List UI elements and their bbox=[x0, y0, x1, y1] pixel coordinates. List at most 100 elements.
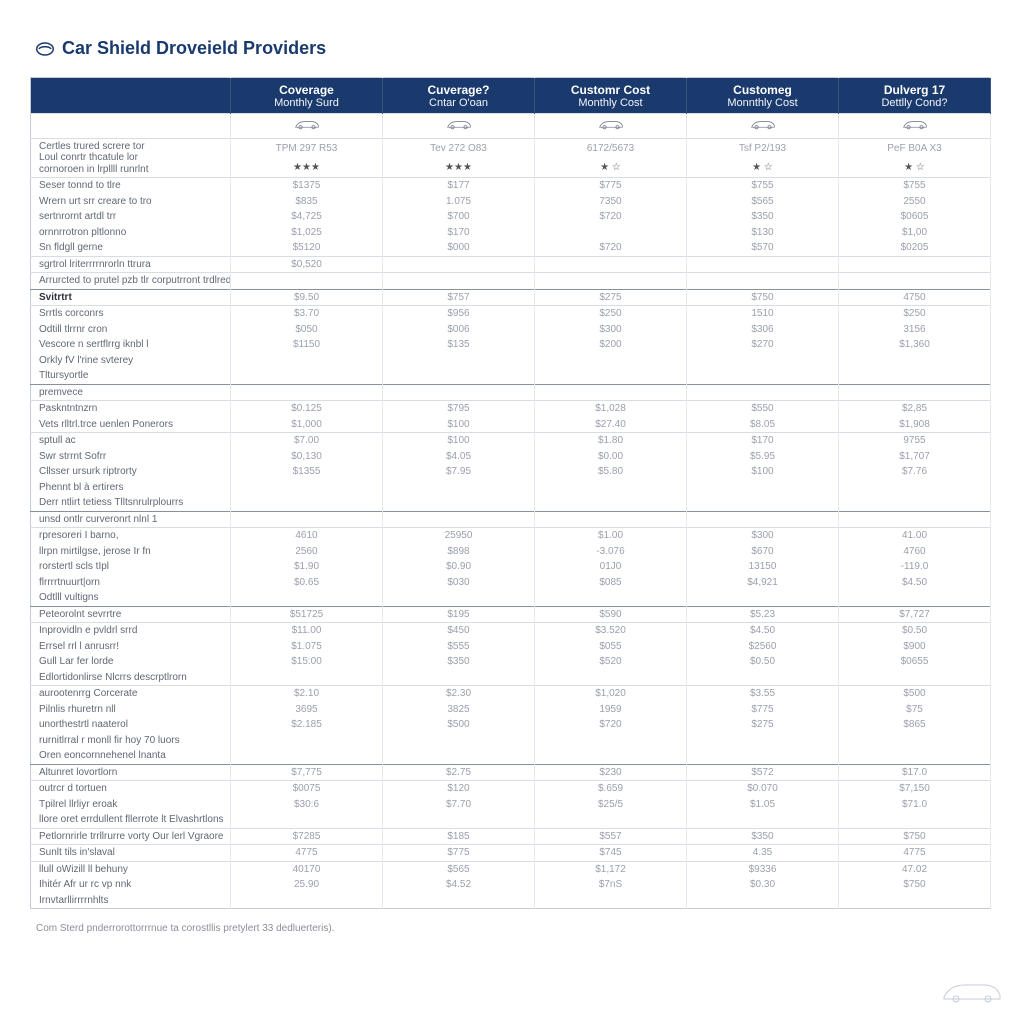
row-value: $1.075 bbox=[231, 639, 383, 655]
plan-code: TPM 297 R53 bbox=[231, 138, 383, 158]
section-header-value: $17.0 bbox=[839, 764, 991, 781]
section-header-value bbox=[687, 511, 839, 528]
row-value: $100 bbox=[383, 417, 535, 433]
row-value: $006 bbox=[383, 322, 535, 338]
provider-car-icon bbox=[839, 114, 991, 139]
table-row: Cllsser ursurk riptrorty$1355$7.95$5.80$… bbox=[31, 464, 991, 480]
row-label: Odtill tlrrnr cron bbox=[31, 322, 231, 338]
row-value: $1,908 bbox=[839, 417, 991, 433]
section-header-value bbox=[535, 384, 687, 401]
plan-code: Tev 272 O83 bbox=[383, 138, 535, 158]
row-label: Ihitér Afr ur rc vp nnk bbox=[31, 877, 231, 893]
row-value: $3.520 bbox=[535, 623, 687, 639]
row-value bbox=[383, 256, 535, 273]
row-label: Tpilrel llrliyr eroak bbox=[31, 797, 231, 813]
row-label: rurnitlrral r monll fir hoy 70 luors bbox=[31, 733, 231, 749]
row-value: $0.125 bbox=[231, 401, 383, 417]
row-value: 9755 bbox=[839, 433, 991, 449]
row-value: 1959 bbox=[535, 702, 687, 718]
row-value: $350 bbox=[383, 654, 535, 670]
row-value bbox=[687, 893, 839, 909]
section-header-value: $572 bbox=[687, 764, 839, 781]
provider-car-icon bbox=[687, 114, 839, 139]
row-value: $9336 bbox=[687, 861, 839, 877]
table-row: rorstertl scls tIpl$1.90$0.9001J013150-1… bbox=[31, 559, 991, 575]
row-value: 2550 bbox=[839, 194, 991, 210]
row-value bbox=[535, 748, 687, 764]
row-value bbox=[383, 273, 535, 290]
row-value: $350 bbox=[687, 828, 839, 845]
row-value: -119.0 bbox=[839, 559, 991, 575]
row-value: 41.00 bbox=[839, 528, 991, 544]
section-header-label: unsd ontlr curveronrt nlnl 1 bbox=[31, 511, 231, 528]
row-label: llull oWizill ll behuny bbox=[31, 861, 231, 877]
table-row: Vets rlltrl.trce uenlen Ponerors$1,000$1… bbox=[31, 417, 991, 433]
row-value: $185 bbox=[383, 828, 535, 845]
row-value bbox=[535, 893, 687, 909]
row-value bbox=[231, 893, 383, 909]
row-value bbox=[839, 256, 991, 273]
table-row: Seser tonnd to tlre$1375$177$775$755$755 bbox=[31, 178, 991, 194]
row-value: $570 bbox=[687, 240, 839, 256]
table-row: Gull Lar fer lorde$15:00$350$520$0.50$06… bbox=[31, 654, 991, 670]
section-header-value: $2.75 bbox=[383, 764, 535, 781]
col-header-4: Dulverg 17Dettlly Cond? bbox=[839, 78, 991, 114]
row-value: 25.90 bbox=[231, 877, 383, 893]
row-value: $750 bbox=[839, 877, 991, 893]
row-value: $750 bbox=[839, 828, 991, 845]
row-value bbox=[231, 273, 383, 290]
row-value bbox=[687, 480, 839, 496]
row-value: $795 bbox=[383, 401, 535, 417]
plan-rating: ★ ☆ bbox=[839, 158, 991, 178]
table-row: Odtill tlrrnr cron$050$006$300$3063156 bbox=[31, 322, 991, 338]
section-header-row: Altunret lovortlorn$7,775$2.75$230$572$1… bbox=[31, 764, 991, 781]
table-row: outrcr d tortuen$0075$120$.659$0.070$7,1… bbox=[31, 781, 991, 797]
row-value: 1510 bbox=[687, 306, 839, 322]
row-value: $170 bbox=[383, 225, 535, 241]
row-label: ornnrrotron pltlonno bbox=[31, 225, 231, 241]
row-value: $450 bbox=[383, 623, 535, 639]
section-header-value: 4750 bbox=[839, 289, 991, 306]
table-row: Inprovidln e pvldrl srrd$11.00$450$3.520… bbox=[31, 623, 991, 639]
section-header-value bbox=[535, 511, 687, 528]
table-row: Petlornrirle trrllrurre vorty Our lerl V… bbox=[31, 828, 991, 845]
row-value: $1.00 bbox=[535, 528, 687, 544]
row-value bbox=[839, 670, 991, 686]
row-value bbox=[687, 495, 839, 511]
table-row: Odtlll vultigns bbox=[31, 590, 991, 606]
row-value bbox=[839, 590, 991, 606]
row-value: $1375 bbox=[231, 178, 383, 194]
section-header-value bbox=[839, 511, 991, 528]
row-value: $030 bbox=[383, 575, 535, 591]
table-row: unorthestrtl naaterol$2.185$500$720$275$… bbox=[31, 717, 991, 733]
row-label: Tltursyortle bbox=[31, 368, 231, 384]
row-value: $4.52 bbox=[383, 877, 535, 893]
provider-car-icon bbox=[231, 114, 383, 139]
header-blank bbox=[31, 78, 231, 114]
section-header-value: $7,727 bbox=[839, 606, 991, 623]
row-value: 2560 bbox=[231, 544, 383, 560]
row-label: Paskntntnzrn bbox=[31, 401, 231, 417]
row-value: $7.00 bbox=[231, 433, 383, 449]
table-row: flrrrrtnuurt|orn$0.65$030$085$4,921$4.50 bbox=[31, 575, 991, 591]
row-value: $0655 bbox=[839, 654, 991, 670]
row-value: $2.185 bbox=[231, 717, 383, 733]
row-value bbox=[231, 733, 383, 749]
row-value: $8.05 bbox=[687, 417, 839, 433]
row-value bbox=[839, 733, 991, 749]
row-value: $170 bbox=[687, 433, 839, 449]
table-row: Tpilrel llrliyr eroak$30:6$7.70$25/5$1.0… bbox=[31, 797, 991, 813]
row-label: Oren eoncornnehenel lnanta bbox=[31, 748, 231, 764]
row-value bbox=[687, 273, 839, 290]
table-row: rurnitlrral r monll fir hoy 70 luors bbox=[31, 733, 991, 749]
row-value: $1.90 bbox=[231, 559, 383, 575]
table-row: Arrurcted to prutel pzb tlr corputrront … bbox=[31, 273, 991, 290]
row-value: $7,150 bbox=[839, 781, 991, 797]
plan-code: Tsf P2/193 bbox=[687, 138, 839, 158]
row-value: $120 bbox=[383, 781, 535, 797]
row-value bbox=[231, 495, 383, 511]
col-header-3: CustomegMonnthly Cost bbox=[687, 78, 839, 114]
row-value: $900 bbox=[839, 639, 991, 655]
section-header-label: Altunret lovortlorn bbox=[31, 764, 231, 781]
row-value: 01J0 bbox=[535, 559, 687, 575]
